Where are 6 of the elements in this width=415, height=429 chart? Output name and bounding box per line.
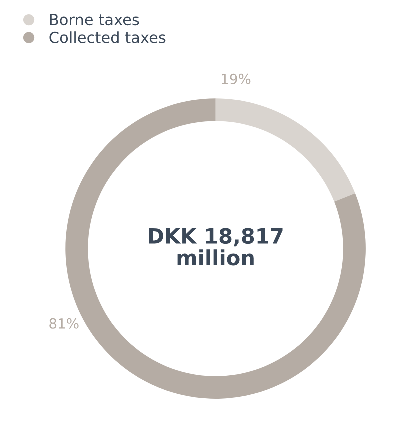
- legend-label: Borne taxes: [50, 14, 140, 26]
- text: DKK 18,817 million: [149, 228, 283, 266]
- legend-label: Collected taxes: [50, 32, 166, 44]
- data-label: 19%: [222, 74, 251, 84]
- data-label: 81%: [50, 318, 79, 329]
- donut-slice: [216, 98, 356, 202]
